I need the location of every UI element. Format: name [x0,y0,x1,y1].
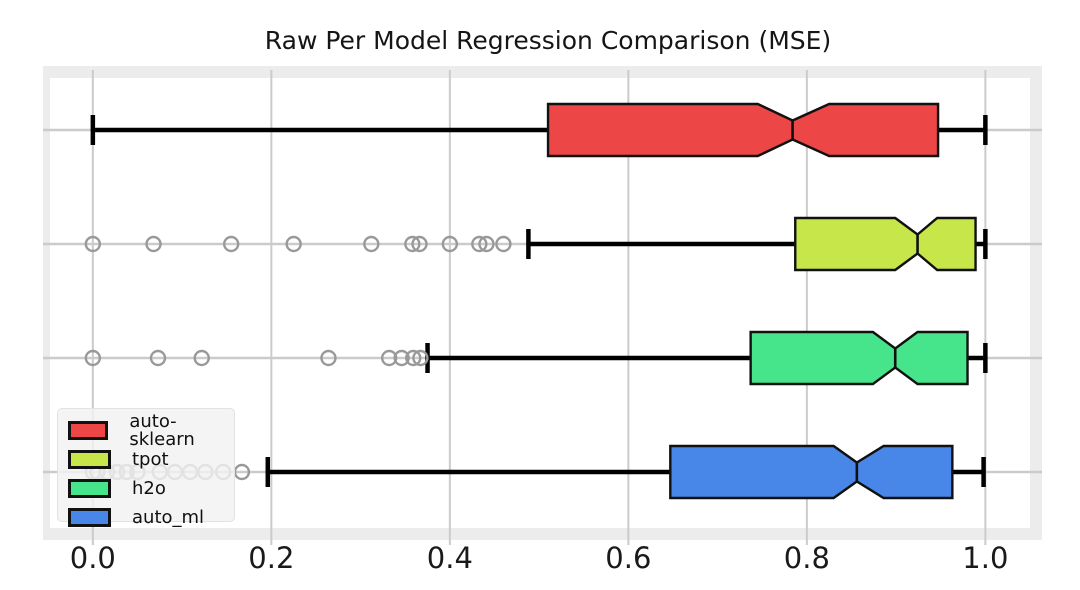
legend-label-auto_ml: auto_ml [132,506,205,528]
legend-item-auto_ml: auto_ml [68,503,234,532]
box-tpot [794,216,977,272]
chart-title: Raw Per Model Regression Comparison (MSE… [264,26,832,55]
outlier-point-tpot [411,235,428,253]
outlier-point-h2o [193,349,210,367]
legend-label-tpot: tpot [132,448,169,470]
legend-swatch-auto-sklearn [68,421,109,440]
outlier-point-tpot [363,235,380,253]
outlier-point-tpot [84,235,102,253]
legend-item-auto-sklearn: auto-sklearn [68,412,234,448]
outlier-point-tpot [285,235,302,253]
outlier-point-h2o [149,349,167,367]
outlier-point-tpot [222,235,240,253]
outlier-point-h2o [393,349,410,367]
outlier-point-tpot [441,235,459,253]
legend-item-tpot: tpot [68,445,234,474]
legend-label-auto-sklearn: auto-sklearn [129,410,195,450]
box-auto-sklearn [546,102,940,158]
outlier-point-tpot [404,235,421,253]
outlier-point-h2o [380,349,398,367]
outlier-point-h2o [84,349,102,367]
outlier-point-tpot [478,235,495,253]
box-h2o [749,330,969,386]
legend-label-h2o: h2o [132,477,166,499]
box-auto_ml [669,444,954,500]
legend: auto-sklearn tpot h2o auto_ml [57,408,235,527]
legend-swatch-auto_ml [68,508,111,527]
outlier-point-h2o [320,349,337,367]
legend-swatch-tpot [68,450,111,469]
outlier-point-tpot [471,235,488,253]
outlier-point-tpot [145,235,162,253]
legend-swatch-h2o [68,479,111,498]
outlier-point-h2o [405,349,422,367]
outlier-point-h2o [412,349,429,367]
legend-item-h2o: h2o [68,474,234,503]
outlier-point-tpot [495,235,512,253]
